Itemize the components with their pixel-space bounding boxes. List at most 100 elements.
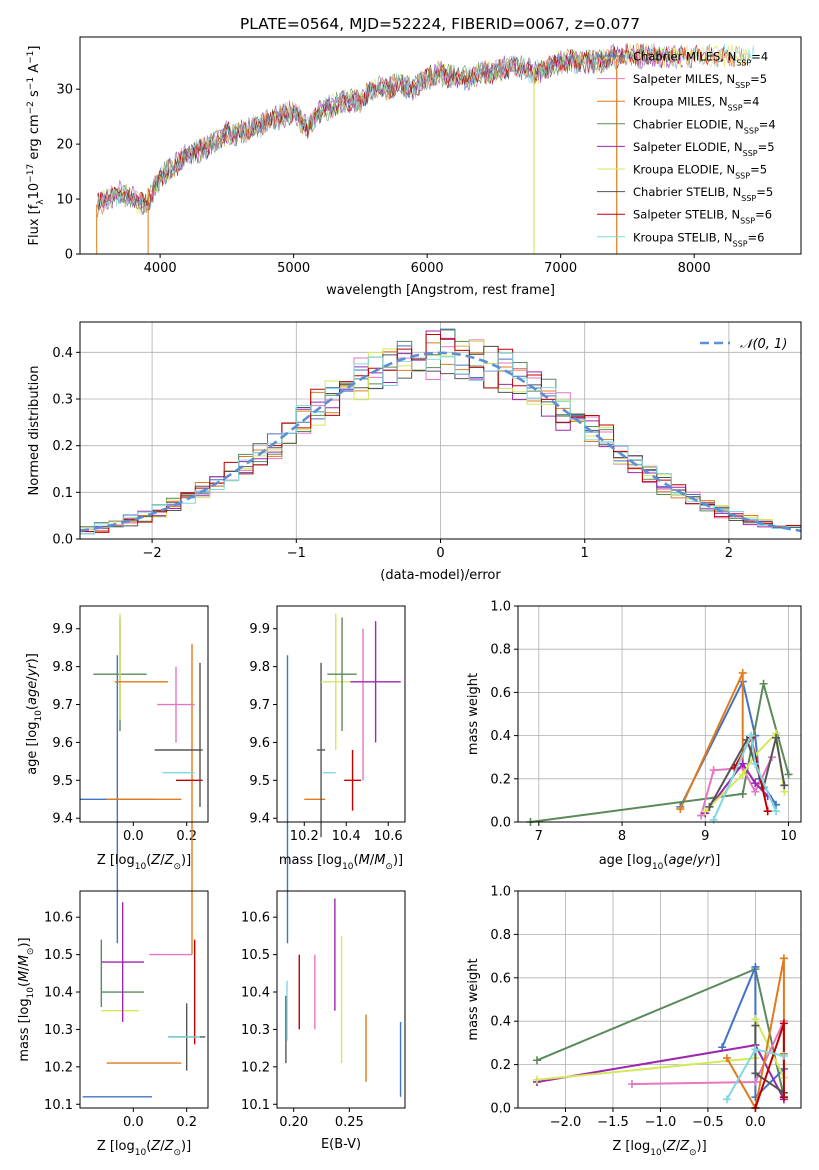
mass-weight-marker (709, 766, 718, 775)
mass-weight-marker (784, 770, 793, 779)
y-tick-label: 9.4 (249, 812, 270, 827)
normal-reference-curve (80, 351, 801, 533)
x-tick-label: −1.0 (645, 1115, 677, 1130)
y-tick-label: 10.1 (241, 1098, 270, 1113)
y-tick-label: 0.4 (52, 346, 73, 361)
y-tick-label: 0.4 (490, 729, 511, 744)
spectrum-line (97, 44, 683, 218)
y-tick-label: 9.4 (52, 812, 73, 827)
y-tick-label: 10.1 (44, 1098, 73, 1113)
y-tick-label: 9.7 (249, 698, 270, 713)
x-tick-label: 1 (581, 546, 589, 561)
y-tick-label: 10.3 (44, 1023, 73, 1038)
y-axis-label: mass weight (466, 673, 481, 755)
y-axis-label: age [log10(age/yr)] (25, 653, 44, 775)
y-tick-label: 9.9 (249, 622, 270, 637)
y-tick-label: 10.2 (44, 1060, 73, 1075)
y-tick-label: 1.0 (490, 885, 511, 900)
legend-label: Chabrier MILES, NSSP=4 (633, 50, 768, 68)
mass-weight-vs-age-panel: 7 8 9 10 0.0 0.2 0.4 0.6 0.8 1.0 age [log10(age/yr… (466, 600, 802, 872)
y-tick-label: 0.2 (52, 439, 73, 454)
mass-weight-marker (747, 731, 756, 740)
x-tick-label: 0.25 (335, 1115, 364, 1130)
y-tick-label: 0.6 (490, 686, 511, 701)
x-tick-label: 4000 (144, 261, 177, 276)
legend-label: Kroupa ELODIE, NSSP=5 (633, 163, 767, 181)
x-tick-label: −1 (287, 546, 306, 561)
y-tick-label: 0.0 (52, 533, 73, 548)
mass-weight-line (704, 761, 769, 815)
y-tick-label: 10.5 (44, 948, 73, 963)
x-axis-label: Z [log10(Z/Z⊙)] (612, 1139, 706, 1158)
y-tick-label: 10.4 (44, 986, 73, 1001)
mass-weight-vs-metallicity-panel: −2.0 −1.5 −1.0 −0.5 0.0 0.0 0.2 0.4 0.6 0.8 1.0 Z [… (466, 885, 802, 1158)
x-tick-label: 10.6 (374, 829, 403, 844)
mass-weight-marker (751, 962, 760, 971)
mass-weight-marker (751, 1069, 760, 1078)
mass-weight-marker (772, 807, 781, 816)
y-tick-label: 9.7 (52, 698, 73, 713)
x-tick-label: 5000 (277, 261, 310, 276)
legend-label: Kroupa MILES, NSSP=4 (633, 95, 759, 113)
legend-label: Salpeter MILES, NSSP=5 (633, 72, 767, 90)
mass-weight-marker (751, 1021, 760, 1030)
mass-weight-marker (751, 787, 760, 796)
x-tick-label: 0.0 (123, 1115, 144, 1130)
mass-weight-line (726, 958, 785, 1111)
x-axis-label: wavelength [Angstrom, rest frame] (326, 283, 555, 298)
legend-label: Chabrier STELIB, NSSP=5 (633, 185, 773, 203)
x-tick-label: 8 (618, 829, 626, 844)
mass-weight-marker (738, 789, 747, 798)
x-tick-label: 9 (701, 829, 709, 844)
legend-label: Salpeter STELIB, NSSP=6 (633, 208, 772, 226)
y-tick-label: 0.2 (490, 772, 511, 787)
x-tick-label: 6000 (411, 261, 444, 276)
legend-label: Kroupa STELIB, NSSP=6 (633, 230, 764, 248)
x-tick-label: 0.2 (176, 1115, 197, 1130)
x-tick-label: 10 (780, 829, 797, 844)
y-tick-label: 20 (56, 138, 73, 153)
mass-weight-marker (751, 1077, 760, 1086)
y-axis-label: Normed distribution (27, 366, 42, 496)
mass-weight-line (721, 966, 785, 1100)
mass-weight-marker (763, 807, 772, 816)
mass-weight-marker (701, 807, 710, 816)
plot-frame (79, 605, 209, 823)
mass-weight-marker (709, 815, 718, 824)
legend-label: Salpeter ELODIE, NSSP=5 (633, 140, 775, 158)
plot-frame (79, 321, 802, 540)
y-tick-label: 9.5 (52, 774, 73, 789)
mass-weight-line (712, 732, 777, 821)
mass-weight-line (679, 672, 744, 810)
spectrum-line (97, 43, 755, 212)
y-tick-label: 0.4 (490, 1015, 511, 1030)
y-tick-label: 10.6 (241, 911, 270, 926)
mass-vs-metallicity-panel: 0.0 0.2 10.1 10.2 10.3 10.4 10.5 10.6 Z [log10(Z… (17, 890, 209, 1158)
y-tick-label: 0.8 (490, 928, 511, 943)
mass-weight-marker (779, 954, 788, 963)
mass-weight-marker (780, 781, 789, 790)
mass-weight-marker (738, 759, 747, 768)
x-tick-label: 8000 (678, 261, 711, 276)
mass-weight-marker (751, 1045, 760, 1054)
plot-frame (276, 605, 406, 823)
mass-weight-marker (722, 1054, 731, 1063)
mass-weight-marker (759, 679, 768, 688)
y-tick-label: 1.0 (490, 600, 511, 615)
plot-frame (79, 36, 802, 255)
spectrum-line (97, 43, 737, 209)
plot-frame (276, 890, 406, 1109)
age-vs-mass-panel: 10.2 10.4 10.6 9.4 9.5 9.6 9.7 9.8 9.9 mass [log1… (249, 605, 406, 944)
y-tick-label: 0.8 (490, 643, 511, 658)
y-tick-label: 9.6 (249, 736, 270, 751)
y-tick-label: 10.6 (44, 911, 73, 926)
y-tick-label: 9.6 (52, 736, 73, 751)
x-tick-label: 7000 (544, 261, 577, 276)
mass-weight-marker (738, 770, 747, 779)
y-tick-label: 0.3 (52, 393, 73, 408)
y-tick-label: 30 (56, 83, 73, 98)
y-tick-label: 10.3 (241, 1023, 270, 1038)
x-axis-label: E(B-V) (321, 1137, 361, 1152)
histogram-step (80, 334, 801, 539)
